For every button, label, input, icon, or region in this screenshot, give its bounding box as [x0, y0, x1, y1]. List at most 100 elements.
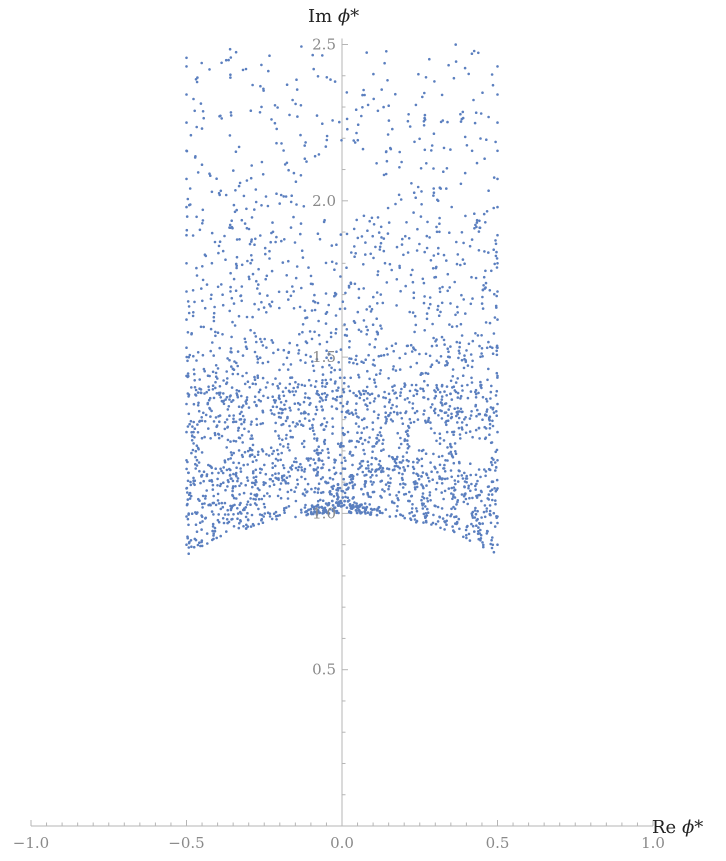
data-point	[475, 494, 478, 498]
data-point	[452, 433, 455, 437]
data-point	[243, 222, 247, 225]
data-point	[360, 464, 363, 468]
data-point	[212, 532, 215, 535]
data-point	[487, 251, 490, 254]
data-point	[345, 232, 349, 236]
data-point	[269, 409, 273, 412]
data-point	[229, 504, 232, 508]
data-point	[391, 368, 395, 371]
data-point	[256, 361, 260, 364]
data-point	[489, 397, 492, 400]
data-point	[468, 430, 472, 433]
data-point	[299, 462, 302, 466]
data-point	[289, 363, 293, 366]
data-point	[433, 396, 437, 400]
data-point	[474, 506, 477, 510]
data-point	[481, 395, 485, 399]
data-point	[415, 482, 419, 485]
data-point	[217, 191, 221, 195]
data-point	[342, 477, 346, 481]
data-point	[204, 516, 208, 520]
data-point	[341, 404, 345, 408]
data-point	[200, 436, 204, 440]
data-point	[275, 235, 278, 239]
data-point	[238, 412, 242, 416]
data-point	[185, 543, 188, 546]
data-point	[236, 372, 240, 376]
data-point	[303, 506, 307, 509]
data-point	[303, 396, 307, 399]
data-point	[229, 111, 233, 114]
data-point	[377, 354, 381, 358]
data-point	[376, 109, 380, 113]
data-point	[413, 330, 416, 334]
data-point	[223, 501, 227, 505]
data-point	[240, 410, 243, 414]
data-point	[450, 398, 454, 401]
data-point	[297, 465, 301, 469]
data-point	[317, 445, 321, 449]
data-point	[337, 511, 340, 515]
data-point	[364, 480, 368, 483]
data-point	[399, 513, 403, 517]
data-point	[313, 293, 316, 297]
data-point	[349, 474, 353, 478]
data-point	[264, 195, 268, 198]
data-point	[302, 205, 306, 208]
data-point	[260, 105, 263, 109]
data-point	[321, 449, 324, 452]
data-point	[446, 361, 449, 365]
data-point	[496, 177, 499, 181]
data-point	[297, 352, 300, 355]
data-point	[461, 110, 465, 114]
data-point	[257, 390, 261, 394]
data-point	[303, 494, 307, 497]
data-point	[451, 375, 455, 378]
data-point	[489, 345, 492, 349]
data-point	[288, 424, 291, 428]
data-point	[186, 359, 189, 363]
data-point	[443, 470, 447, 473]
data-point	[393, 458, 397, 461]
data-point	[456, 391, 460, 395]
data-point	[403, 516, 407, 520]
data-point	[276, 106, 279, 109]
data-point	[294, 425, 297, 428]
data-point	[416, 389, 419, 393]
data-point	[438, 390, 442, 394]
data-point	[485, 410, 489, 413]
data-point	[365, 473, 368, 477]
data-point	[316, 466, 320, 469]
data-point	[394, 514, 398, 518]
data-point	[433, 411, 437, 415]
data-point	[228, 467, 231, 471]
data-point	[339, 233, 343, 236]
data-point	[455, 340, 459, 344]
data-point	[322, 463, 325, 466]
data-point	[375, 513, 379, 517]
data-point	[426, 420, 430, 424]
data-point	[408, 417, 412, 421]
data-point	[340, 461, 344, 465]
data-point	[282, 466, 286, 470]
data-point	[268, 54, 271, 57]
data-point	[371, 428, 375, 431]
data-point	[326, 393, 329, 397]
data-point	[237, 426, 240, 430]
data-point	[426, 507, 429, 511]
data-point	[435, 481, 439, 485]
data-point	[244, 67, 248, 71]
data-point	[241, 68, 245, 72]
data-point	[258, 388, 262, 392]
data-point	[335, 492, 339, 495]
data-point	[249, 492, 253, 496]
data-point	[250, 481, 254, 485]
data-point	[245, 396, 249, 399]
data-point	[221, 471, 225, 475]
data-point	[496, 65, 499, 68]
data-point	[185, 177, 188, 181]
data-point	[297, 408, 300, 411]
data-point	[210, 231, 214, 235]
data-point	[232, 461, 235, 465]
data-point	[219, 534, 222, 538]
